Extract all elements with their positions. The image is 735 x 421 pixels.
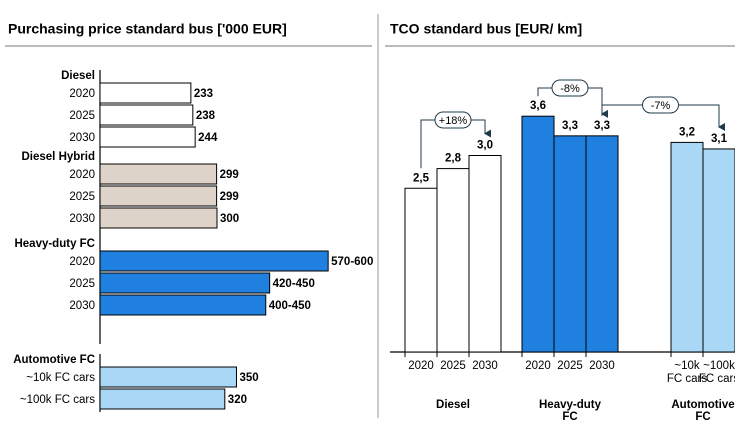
- value-label: 350: [240, 372, 259, 384]
- bar: [468, 155, 502, 353]
- x-tick-label: ~10k FC cars: [667, 360, 708, 385]
- row-label: 2025: [69, 191, 95, 203]
- value-label: 3,1: [711, 133, 728, 145]
- annotation-bubble: [642, 96, 679, 114]
- bar: [521, 115, 555, 353]
- x-tick-label: 2030: [472, 360, 498, 372]
- bar: [99, 207, 218, 229]
- bar: [99, 126, 196, 148]
- value-label: 3,3: [562, 120, 578, 132]
- bar: [99, 82, 192, 104]
- row-label: 2025: [69, 110, 95, 122]
- annotation: +18%: [439, 115, 468, 127]
- chart-title: Purchasing price standard bus ['000 EUR]: [8, 21, 287, 37]
- x-tick-label: 2030: [589, 360, 615, 372]
- value-label: 2,5: [413, 172, 430, 184]
- bar: [585, 135, 619, 353]
- value-label: 3,0: [477, 140, 493, 152]
- bar: [99, 388, 226, 410]
- value-label: 3,3: [594, 120, 610, 132]
- row-label: 2020: [69, 88, 95, 100]
- value-label: 420-450: [273, 278, 315, 290]
- group-label: Diesel Hybrid: [22, 151, 96, 163]
- x-tick-label: 2025: [557, 360, 583, 372]
- bar: [99, 250, 329, 272]
- value-label: 244: [198, 132, 218, 144]
- bar: [99, 294, 267, 316]
- group-label: Diesel: [436, 399, 470, 411]
- x-tick-label: 2025: [440, 360, 466, 372]
- bar: [99, 185, 218, 207]
- row-label: 2020: [69, 256, 95, 268]
- group-label: Diesel: [61, 70, 95, 82]
- value-label: 400-450: [269, 300, 311, 312]
- annotation: -8%: [560, 83, 580, 95]
- annotation: -7%: [651, 100, 671, 112]
- bar: [702, 148, 735, 353]
- value-label: 3,2: [679, 126, 695, 138]
- value-label: 570-600: [331, 256, 373, 268]
- bar: [99, 366, 237, 388]
- x-tick-label: 2020: [525, 360, 551, 372]
- value-label: 320: [228, 394, 247, 406]
- group-label: Automotive FC: [13, 354, 95, 366]
- value-label: 2,8: [445, 153, 462, 165]
- value-label: 300: [220, 213, 239, 225]
- bar: [553, 135, 587, 353]
- bar: [670, 141, 704, 353]
- bar: [99, 163, 218, 185]
- chart-title: TCO standard bus [EUR/ km]: [390, 21, 582, 37]
- value-label: 299: [220, 169, 239, 181]
- row-label: 2025: [69, 278, 95, 290]
- row-label: 2020: [69, 169, 95, 181]
- annotation-bubble: [434, 111, 472, 129]
- bar: [404, 187, 438, 353]
- bar: [436, 168, 470, 353]
- row-label: ~100k FC cars: [20, 394, 95, 406]
- bar: [99, 104, 194, 126]
- value-label: 238: [196, 110, 216, 122]
- value-label: 3,6: [530, 100, 546, 112]
- row-label: 2030: [69, 132, 95, 144]
- group-label: Heavy-duty FC: [539, 399, 602, 421]
- group-label: Heavy-duty FC: [14, 238, 95, 250]
- group-label: Automotive FC: [671, 399, 734, 421]
- row-label: ~10k FC cars: [26, 372, 95, 384]
- row-label: 2030: [69, 300, 95, 312]
- value-label: 299: [220, 191, 239, 203]
- bar: [99, 272, 271, 294]
- row-label: 2030: [69, 213, 95, 225]
- value-label: 233: [194, 88, 213, 100]
- annotation-bubble: [551, 79, 589, 97]
- x-tick-label: 2020: [408, 360, 434, 372]
